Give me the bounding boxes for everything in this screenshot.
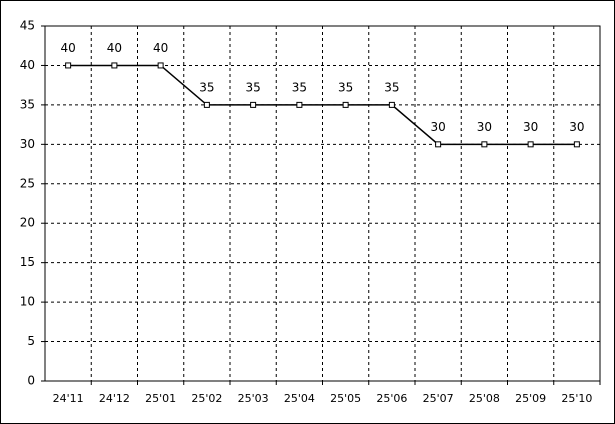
value-label: 40	[107, 41, 122, 55]
marker	[481, 141, 488, 148]
value-label: 35	[245, 80, 260, 94]
marker	[250, 101, 257, 108]
y-tick-label: 25	[20, 176, 35, 190]
line	[68, 64, 577, 146]
value-label: 40	[153, 41, 168, 55]
marker	[388, 101, 395, 108]
y-tick-label: 5	[27, 334, 35, 348]
value-label: 30	[523, 120, 538, 134]
x-tick-label: 25'04	[284, 392, 315, 405]
y-tick-label: 20	[20, 216, 35, 230]
x-tick-label: 25'03	[238, 392, 269, 405]
y-tick-label: 0	[27, 374, 35, 388]
x-tick-label: 25'01	[145, 392, 176, 405]
value-label: 35	[199, 80, 214, 94]
y-tick-label: 40	[20, 58, 35, 72]
marker	[65, 62, 72, 69]
x-tick-label: 25'02	[191, 392, 222, 405]
x-tick-label: 25'08	[469, 392, 500, 405]
marker	[342, 101, 349, 108]
value-label: 35	[338, 80, 353, 94]
marker	[203, 101, 210, 108]
value-label: 35	[292, 80, 307, 94]
x-tick-label: 25'10	[561, 392, 592, 405]
value-label: 40	[60, 41, 75, 55]
x-tick-label: 25'05	[330, 392, 361, 405]
y-tick-label: 10	[20, 295, 35, 309]
marker	[157, 62, 164, 69]
x-tick-label: 25'09	[515, 392, 546, 405]
y-tick-label: 35	[20, 97, 35, 111]
marker	[435, 141, 442, 148]
x-tick-label: 25'07	[423, 392, 454, 405]
x-tick-label: 25'06	[376, 392, 407, 405]
x-tick-label: 24'11	[53, 392, 84, 405]
marker	[573, 141, 580, 148]
marker	[111, 62, 118, 69]
marker	[296, 101, 303, 108]
value-label: 30	[430, 120, 445, 134]
y-tick-label: 45	[20, 19, 35, 33]
value-label: 30	[477, 120, 492, 134]
y-tick-label: 15	[20, 255, 35, 269]
value-label: 35	[384, 80, 399, 94]
y-tick-label: 30	[20, 137, 35, 151]
value-label: 30	[569, 120, 584, 134]
x-tick-label: 24'12	[99, 392, 130, 405]
marker	[527, 141, 534, 148]
